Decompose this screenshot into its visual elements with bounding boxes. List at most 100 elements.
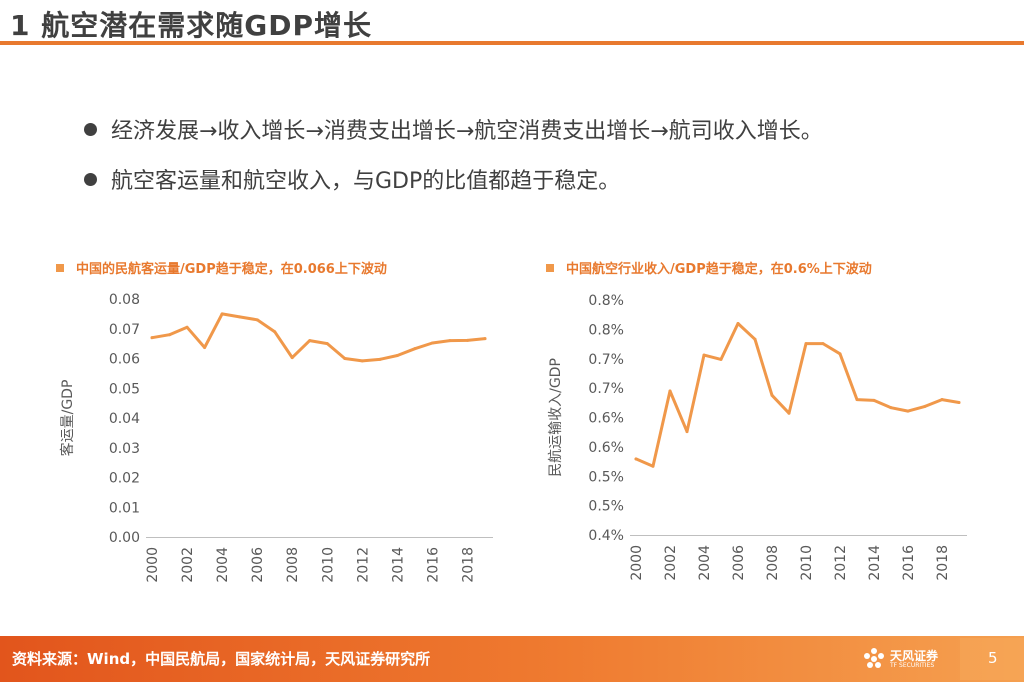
data-point <box>465 338 469 342</box>
y-tick-label: 0.00 <box>109 530 140 546</box>
data-point <box>238 315 242 319</box>
data-point <box>855 398 859 402</box>
data-point <box>220 312 224 316</box>
bullet-dot-icon <box>84 122 97 136</box>
y-tick-label: 0.08 <box>109 292 140 308</box>
data-point <box>906 409 910 413</box>
data-point <box>702 353 706 357</box>
y-tick-label: 0.6% <box>588 440 624 456</box>
data-point <box>821 342 825 346</box>
source-note: 资料来源：Wind，中国民航局，国家统计局，天风证券研究所 <box>12 650 431 668</box>
legend-label: 中国的民航客运量/GDP趋于稳定，在0.066上下波动 <box>76 261 387 277</box>
data-point <box>957 401 961 405</box>
data-point <box>185 325 189 329</box>
series-line <box>150 312 487 363</box>
data-point <box>889 406 893 410</box>
logo-text: 天风证券 <box>890 649 939 663</box>
x-tick-label: 2018 <box>460 547 476 583</box>
data-point <box>255 318 259 322</box>
y-tick-label: 0.8% <box>588 293 624 309</box>
x-tick-label: 2008 <box>285 547 301 583</box>
data-point <box>413 347 417 351</box>
data-point <box>685 430 689 434</box>
data-point <box>838 352 842 356</box>
data-point <box>343 357 347 360</box>
data-point <box>395 354 399 358</box>
y-tick-label: 0.04 <box>109 411 140 427</box>
x-tick-label: 2002 <box>663 545 679 581</box>
data-point <box>483 337 487 341</box>
y-tick-label: 0.02 <box>109 471 140 487</box>
chart-passenger-per-gdp: 中国的民航客运量/GDP趋于稳定，在0.066上下波动 0.00 0.01 0.02 0… <box>56 261 493 583</box>
title-underline <box>0 41 1024 45</box>
data-point <box>308 339 312 343</box>
data-point <box>203 345 207 349</box>
data-point <box>770 393 774 397</box>
x-tick-label: 2004 <box>215 547 231 583</box>
data-point <box>448 339 452 343</box>
data-point <box>273 330 277 334</box>
x-tick-label: 2016 <box>425 547 441 583</box>
y-tick-label: 0.5% <box>588 469 624 485</box>
bullet-dot-icon <box>84 172 97 186</box>
data-point <box>668 389 672 393</box>
x-tick-label: 2014 <box>867 545 883 581</box>
chart-revenue-per-gdp: 中国航空行业收入/GDP趋于稳定，在0.6%上下波动 0.4% 0.5% 0.5% 0.… <box>546 261 967 581</box>
y-tick-label: 0.6% <box>588 411 624 427</box>
x-tick-label: 2002 <box>180 547 196 583</box>
y-axis-label: 客运量/GDP <box>59 380 76 457</box>
data-point <box>168 333 172 337</box>
x-tick-label: 2008 <box>765 545 781 581</box>
y-tick-label: 0.01 <box>109 500 140 516</box>
flower-logo-icon <box>864 648 884 668</box>
x-tick-label: 2018 <box>935 545 951 581</box>
logo-subtext: TF SECURITIES <box>890 662 935 669</box>
y-axis-label: 民航运输收入/GDP <box>548 358 564 477</box>
data-point <box>150 336 154 340</box>
series-line <box>634 322 961 468</box>
data-point <box>753 337 757 341</box>
x-tick-label: 2012 <box>833 545 849 581</box>
bullet-text: 经济发展→收入增长→消费支出增长→航空消费支出增长→航司收入增长。 <box>111 119 823 144</box>
data-point <box>787 411 791 415</box>
data-point <box>719 357 723 361</box>
y-tick-label: 0.06 <box>109 352 140 368</box>
x-tick-label: 2000 <box>629 545 645 581</box>
y-tick-label: 0.05 <box>109 381 140 397</box>
y-tick-label: 0.8% <box>588 322 624 338</box>
bullet-item: 航空客运量和航空收入，与GDP的比值都趋于稳定。 <box>84 154 823 204</box>
data-point <box>736 322 740 325</box>
y-tick-label: 0.4% <box>588 528 624 544</box>
y-tick-label: 0.03 <box>109 441 140 457</box>
x-tick-label: 2016 <box>901 545 917 581</box>
data-point <box>634 457 638 461</box>
legend-marker <box>546 264 554 272</box>
x-tick-label: 2006 <box>250 547 266 583</box>
slide-title: 1 航空潜在需求随GDP增长 <box>10 9 372 42</box>
x-tick-label: 2010 <box>799 545 815 581</box>
data-point <box>430 341 434 345</box>
bullet-item: 经济发展→收入增长→消费支出增长→航空消费支出增长→航司收入增长。 <box>84 104 823 154</box>
data-point <box>804 342 808 346</box>
x-tick-label: 2004 <box>697 545 713 581</box>
data-point <box>378 357 382 361</box>
legend-marker <box>56 264 64 272</box>
page-number-box <box>960 638 1024 680</box>
company-logo: 天风证券 TF SECURITIES <box>862 646 944 674</box>
x-tick-label: 2006 <box>731 545 747 581</box>
data-point <box>940 398 944 402</box>
legend-label: 中国航空行业收入/GDP趋于稳定，在0.6%上下波动 <box>566 261 872 277</box>
data-point <box>923 404 927 408</box>
data-point <box>290 356 294 360</box>
footer-bar: 资料来源：Wind，中国民航局，国家统计局，天风证券研究所 天风证券 TF SE… <box>0 636 1024 682</box>
x-tick-label: 2010 <box>320 547 336 583</box>
data-point <box>872 398 876 402</box>
bullet-text: 航空客运量和航空收入，与GDP的比值都趋于稳定。 <box>111 169 621 194</box>
y-tick-label: 0.7% <box>588 381 624 397</box>
y-tick-label: 0.07 <box>109 322 140 338</box>
bullet-list: 经济发展→收入增长→消费支出增长→航空消费支出增长→航司收入增长。 航空客运量和… <box>84 104 823 204</box>
page-number: 5 <box>988 649 998 667</box>
x-tick-label: 2014 <box>390 547 406 583</box>
x-tick-label: 2012 <box>355 547 371 583</box>
y-tick-label: 0.7% <box>588 352 624 368</box>
